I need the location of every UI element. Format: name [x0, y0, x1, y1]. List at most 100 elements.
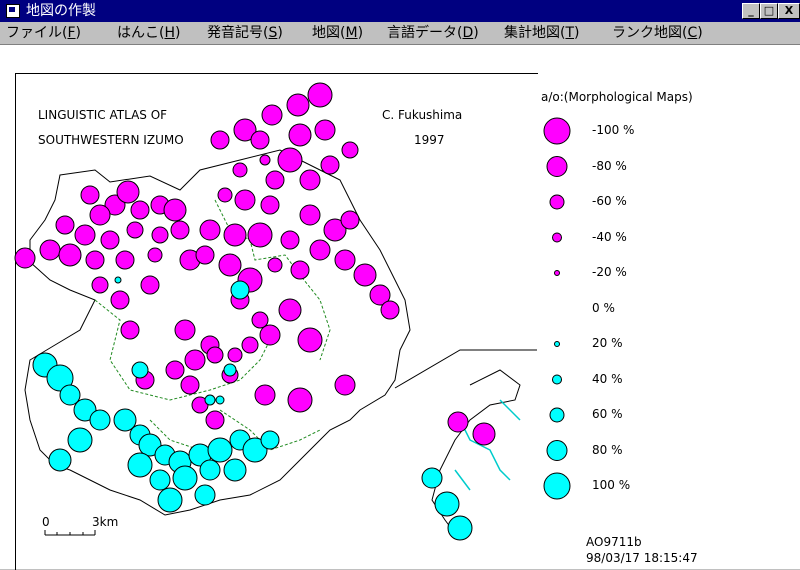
map-point [39, 239, 61, 261]
legend-symbol [546, 156, 568, 177]
legend-title: a/o:(Morphological Maps) [541, 90, 693, 104]
legend-symbol [552, 374, 562, 385]
menu-stamp[interactable]: はんこ(H) [117, 25, 181, 41]
map-point [170, 220, 190, 240]
legend-symbols [543, 117, 571, 500]
legend-symbol [549, 407, 565, 423]
district-boundary [94, 199, 331, 451]
map-point [147, 247, 163, 263]
map-title-line2: SOUTHWESTERN IZUMO [38, 133, 184, 147]
map-point [140, 275, 160, 295]
legend-symbol [552, 232, 562, 243]
map-point [265, 170, 285, 190]
map-point [73, 398, 97, 422]
map-point [138, 433, 162, 457]
legend-label: 0 % [592, 300, 615, 315]
map-author: C. Fukushima [382, 108, 463, 122]
map-point [223, 458, 247, 482]
map-point [232, 162, 248, 178]
map-point [277, 147, 303, 173]
window-icon[interactable] [6, 4, 20, 18]
map-point [223, 363, 237, 377]
map-point [297, 327, 323, 353]
map-point [199, 219, 221, 241]
legend-label: -20 % [592, 265, 627, 279]
map-point [242, 437, 268, 463]
menu-rank-map[interactable]: ランク地図(C) [612, 25, 703, 41]
legend-label: -80 % [592, 158, 627, 173]
scale-label: 3km [92, 515, 119, 529]
map-point [369, 284, 391, 306]
legend-label: 100 % [592, 478, 631, 492]
map-point [261, 104, 283, 126]
map-point [120, 320, 140, 340]
map-point [341, 141, 359, 159]
map-point [14, 247, 36, 269]
map-point [323, 218, 347, 242]
map-point [204, 394, 216, 406]
map-point [55, 215, 75, 235]
minimize-button[interactable]: _ [742, 3, 760, 19]
legend-symbol [546, 440, 568, 461]
map-frame [15, 73, 538, 570]
map-point [89, 204, 111, 226]
legend-symbol [543, 117, 571, 145]
map-point [210, 130, 230, 150]
map-point [199, 459, 221, 481]
map-point [58, 243, 82, 267]
map-point [251, 311, 269, 329]
map-title-line1: LINGUISTIC ATLAS OF [38, 108, 168, 122]
map-point [174, 319, 196, 341]
map-point [115, 250, 135, 270]
map-point [234, 189, 256, 211]
map-point [127, 452, 153, 478]
legend-label: -60 % [592, 194, 627, 208]
map-point [100, 230, 120, 250]
map-point [172, 465, 198, 491]
legend-symbol [543, 472, 571, 500]
map-point [207, 437, 233, 463]
map-point [180, 375, 200, 395]
menu-aggregate-map[interactable]: 集計地図(T) [504, 25, 580, 41]
map-point [215, 395, 225, 405]
map-point [314, 119, 336, 141]
map-point [85, 250, 105, 270]
maximize-button[interactable]: □ [760, 3, 778, 19]
map-point [340, 210, 360, 230]
map-point [241, 336, 259, 354]
map-point [184, 349, 206, 371]
map-point [194, 484, 216, 506]
menu-phonetic[interactable]: 発音記号(S) [207, 25, 283, 41]
map-point [206, 346, 224, 364]
map-point [334, 374, 356, 396]
map-point [217, 187, 233, 203]
map-point [218, 253, 242, 277]
map-point [163, 198, 187, 222]
map-point [110, 290, 130, 310]
map-point [287, 387, 313, 413]
map-point [223, 223, 247, 247]
map-point [91, 276, 109, 294]
map-point [67, 427, 93, 453]
map-point [130, 200, 150, 220]
map-point [307, 82, 333, 108]
map-point [250, 130, 270, 150]
map-point [113, 408, 137, 432]
map-point [195, 245, 215, 265]
map-point [157, 487, 183, 513]
menu-language-data[interactable]: 言語データ(D) [387, 25, 479, 41]
map-point [114, 276, 122, 284]
legend-label: 60 % [592, 407, 623, 421]
map-points [14, 82, 496, 541]
scale-bar [44, 530, 96, 536]
map-point [280, 230, 300, 250]
window-title: 地図の作製 [26, 3, 96, 19]
title-bar[interactable]: 地図の作製 _ □ X [0, 0, 800, 22]
map-point [286, 93, 310, 117]
menu-file[interactable]: ファイル(F) [6, 25, 81, 41]
map-point [116, 180, 140, 204]
map-point [131, 361, 149, 379]
map-point [472, 422, 496, 446]
menu-map[interactable]: 地図(M) [312, 25, 364, 41]
map-point [299, 169, 321, 191]
